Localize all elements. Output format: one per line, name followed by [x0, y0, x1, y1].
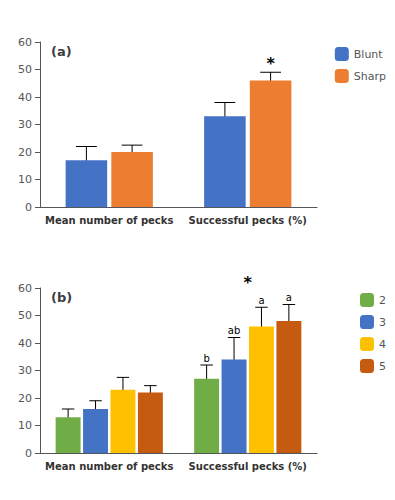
svg-text:*: *: [244, 273, 253, 292]
svg-text:Mean number of pecks: Mean number of pecks: [45, 215, 173, 226]
svg-text:60: 60: [18, 36, 32, 49]
svg-text:Mean number of pecks: Mean number of pecks: [45, 461, 173, 472]
svg-text:30: 30: [18, 364, 32, 377]
svg-text:20: 20: [18, 146, 32, 159]
svg-text:a: a: [258, 295, 264, 306]
svg-text:a: a: [286, 292, 292, 303]
svg-text:Successful pecks (%): Successful pecks (%): [189, 461, 307, 472]
svg-text:20: 20: [18, 392, 32, 405]
svg-text:ab: ab: [228, 325, 240, 336]
svg-text:Successful pecks (%): Successful pecks (%): [189, 215, 307, 226]
svg-text:10: 10: [18, 173, 32, 186]
svg-text:50: 50: [18, 63, 32, 76]
svg-text:0: 0: [25, 447, 32, 460]
svg-text:10: 10: [18, 419, 32, 432]
svg-text:Sharp: Sharp: [354, 70, 386, 83]
svg-text:(a): (a): [51, 44, 72, 59]
svg-text:b: b: [203, 353, 209, 364]
svg-text:4: 4: [379, 338, 386, 351]
svg-text:30: 30: [18, 118, 32, 131]
svg-text:40: 40: [18, 337, 32, 350]
svg-text:Blunt: Blunt: [354, 48, 384, 61]
svg-text:5: 5: [379, 360, 386, 373]
svg-text:50: 50: [18, 309, 32, 322]
svg-text:40: 40: [18, 91, 32, 104]
svg-text:0: 0: [25, 201, 32, 214]
svg-text:*: *: [266, 54, 275, 73]
svg-text:(b): (b): [51, 290, 72, 305]
svg-text:60: 60: [18, 282, 32, 295]
svg-text:2: 2: [379, 294, 386, 307]
svg-text:3: 3: [379, 316, 386, 329]
